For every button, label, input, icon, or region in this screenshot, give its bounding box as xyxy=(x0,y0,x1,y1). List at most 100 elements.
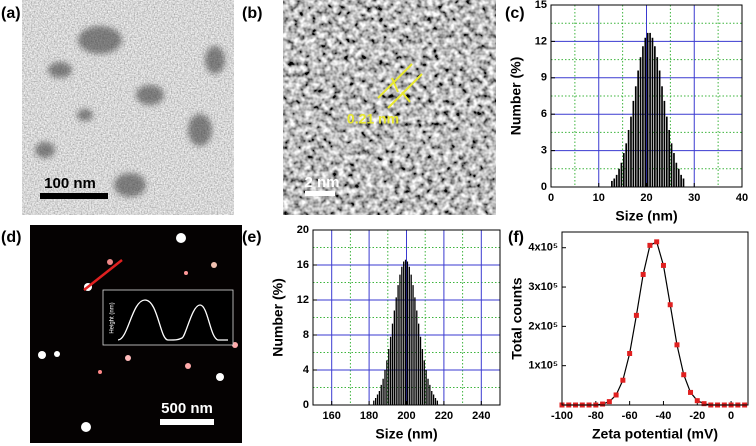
y-tick-label: 0 xyxy=(541,181,547,193)
x-tick-label: 0 xyxy=(548,192,554,204)
bar xyxy=(611,180,613,187)
bar xyxy=(625,143,628,187)
scale-bar xyxy=(305,191,335,196)
bar xyxy=(658,70,661,187)
bar xyxy=(634,86,637,187)
bar xyxy=(618,168,620,187)
plot-frame xyxy=(561,231,749,406)
marker xyxy=(633,312,639,318)
marker xyxy=(620,377,626,383)
bar xyxy=(391,323,394,405)
bar xyxy=(436,400,439,405)
inset-y-label: Height (nm) xyxy=(110,302,116,333)
bar xyxy=(419,336,422,405)
bar xyxy=(414,297,416,405)
bar xyxy=(393,310,395,405)
bar xyxy=(682,178,685,187)
bar xyxy=(380,384,382,405)
bar xyxy=(613,178,616,187)
bar xyxy=(432,394,435,405)
bar xyxy=(642,46,644,188)
marker xyxy=(654,239,660,245)
bar xyxy=(680,174,682,187)
bar xyxy=(376,394,379,405)
panel-label: (b) xyxy=(242,5,262,22)
lattice-marker xyxy=(377,63,423,109)
bar xyxy=(388,349,390,405)
height-profile xyxy=(117,299,228,341)
bar xyxy=(431,391,433,405)
marker xyxy=(701,401,707,407)
x-tick-label: 20 xyxy=(640,192,652,204)
x-axis-title: Zeta potential (mV) xyxy=(592,426,718,442)
bar xyxy=(378,391,381,405)
bar xyxy=(668,129,671,187)
bar xyxy=(427,378,429,405)
x-tick-label: 160 xyxy=(323,410,341,422)
bar xyxy=(412,285,414,405)
x-tick-label: -100 xyxy=(551,410,573,422)
bar xyxy=(403,261,405,405)
y-axis-title: Number (%) xyxy=(508,57,524,136)
bar xyxy=(423,360,425,405)
y-tick-label: 4x10⁵ xyxy=(528,242,558,254)
bar xyxy=(399,274,401,405)
marker xyxy=(694,398,700,404)
bar xyxy=(410,274,412,405)
y-tick-label: 12 xyxy=(297,294,309,306)
marker xyxy=(627,350,633,356)
y-tick-label: 3 xyxy=(541,145,547,157)
y-tick-label: 2x10⁵ xyxy=(528,320,558,332)
y-axis-title: Number (%) xyxy=(270,278,286,357)
bar xyxy=(615,174,618,187)
x-axis-title: Size (nm) xyxy=(375,426,437,442)
bar xyxy=(395,297,397,405)
bar xyxy=(373,400,375,405)
bar xyxy=(401,266,403,405)
x-tick-label: 40 xyxy=(736,192,748,204)
lattice-spacing: 0.21 nm xyxy=(347,111,399,127)
bar xyxy=(406,261,409,405)
marker xyxy=(600,401,606,407)
bar xyxy=(654,46,656,188)
x-tick-label: 240 xyxy=(472,410,490,422)
bar xyxy=(663,100,666,187)
y-tick-label: 3x10⁵ xyxy=(528,281,558,293)
profile-line xyxy=(83,259,123,291)
y-tick-label: 6 xyxy=(541,108,547,120)
x-tick-label: -60 xyxy=(622,410,638,422)
bar xyxy=(661,86,663,187)
y-tick-label: 20 xyxy=(297,224,309,236)
bar xyxy=(644,37,647,188)
scale-bar xyxy=(40,193,108,199)
bar xyxy=(404,259,407,405)
bar xyxy=(670,143,673,187)
marker xyxy=(640,271,646,277)
marker xyxy=(606,399,612,405)
bar xyxy=(382,378,384,405)
bar xyxy=(649,32,651,188)
bar xyxy=(374,398,377,405)
bar xyxy=(421,349,424,405)
line xyxy=(562,240,745,406)
bar xyxy=(675,162,678,187)
bar xyxy=(656,57,659,187)
bar xyxy=(408,266,410,405)
scale-bar-label: 2 nm xyxy=(304,174,339,191)
panel-label: (f) xyxy=(508,229,524,246)
scale-bar-label: 500 nm xyxy=(161,400,213,417)
x-tick-label: 220 xyxy=(435,410,453,422)
bar xyxy=(630,116,632,187)
panel-label: (c) xyxy=(505,5,525,22)
bar xyxy=(637,70,639,187)
bar xyxy=(397,285,399,405)
x-tick-label: -40 xyxy=(656,410,672,422)
marker xyxy=(613,392,619,398)
y-tick-label: 4 xyxy=(303,364,310,376)
bar xyxy=(386,360,388,405)
marker xyxy=(667,302,673,308)
marker xyxy=(647,242,653,248)
bar xyxy=(429,384,431,405)
scale-bar xyxy=(160,419,214,425)
tem-particles xyxy=(35,26,225,197)
